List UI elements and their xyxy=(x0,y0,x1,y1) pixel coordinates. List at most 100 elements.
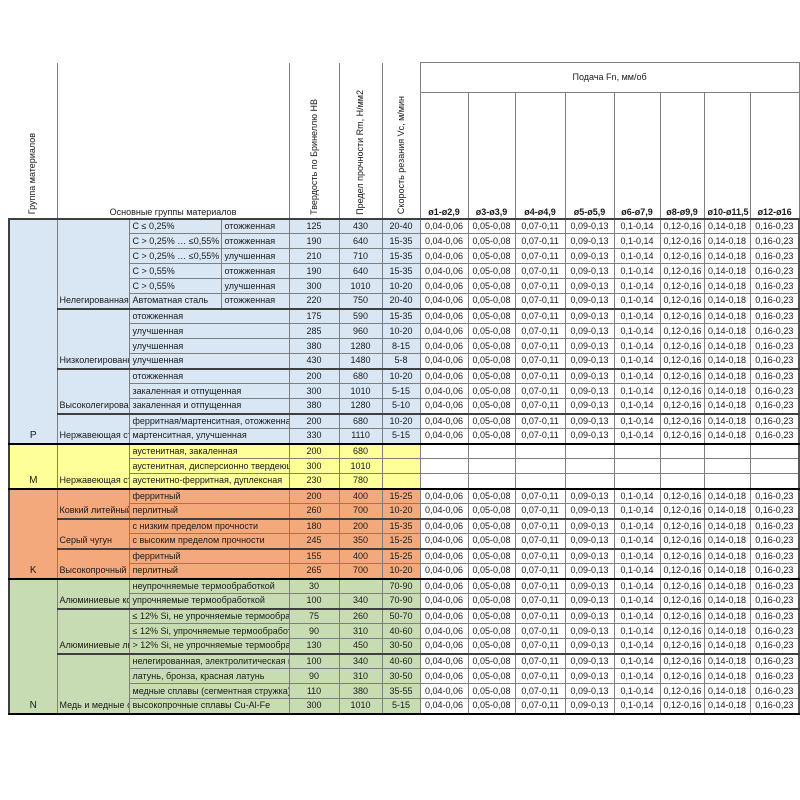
feed-cell: 0,16-0,23 xyxy=(749,308,800,324)
feed-cell: 0,07-0,11 xyxy=(514,668,566,684)
feed-cell: 0,04-0,06 xyxy=(419,218,469,234)
table-row: Нержавеющая стальферритная/мартенситная,… xyxy=(9,413,800,445)
subgroup-cell: улучшенная xyxy=(128,323,290,339)
feed-cell: 0,05-0,08 xyxy=(467,233,516,249)
rm-cell: 350 xyxy=(338,533,383,550)
feed-cell: 0,04-0,06 xyxy=(419,368,469,384)
hb-cell: 110 xyxy=(288,683,340,699)
feed-cell: 0,16-0,23 xyxy=(749,353,800,370)
feed-cell xyxy=(419,473,469,490)
group-cell: Нержавеющая сталь xyxy=(56,443,130,490)
feed-cell: 0,05-0,08 xyxy=(467,353,516,370)
feed-cell: 0,1-0,14 xyxy=(613,338,661,354)
feed-cell: 0,12-0,16 xyxy=(659,293,705,310)
vc-cell: 50-70 xyxy=(381,608,421,624)
feed-cell: 0,07-0,11 xyxy=(514,698,566,715)
rm-cell: 310 xyxy=(338,668,383,684)
feed-cell: 0,09-0,13 xyxy=(564,638,615,655)
feed-cell: 0,12-0,16 xyxy=(659,263,705,279)
feed-cell: 0,04-0,06 xyxy=(419,338,469,354)
table-row: C > 0,25% … ≤0,55% улучшенная 210 710 15-35 0… xyxy=(9,248,800,264)
feed-cell: 0,04-0,06 xyxy=(419,248,469,264)
group-cell: Алюминиевые кованые сплавы xyxy=(56,578,130,610)
table-row: с высоким пределом прочности 245 350 15-25 0… xyxy=(9,533,800,550)
vc-cell xyxy=(381,443,421,459)
table-row: мартенситная, улучшенная 330 1110 5-15 0,04-… xyxy=(9,428,800,445)
feed-cell: 0,09-0,13 xyxy=(564,428,615,445)
rm-cell: 1280 xyxy=(338,338,383,354)
table-row: Высоколегированная стальотожженная200680… xyxy=(9,368,800,415)
hb-cell: 200 xyxy=(288,368,340,384)
subgroup-cell: упрочняемые термообработкой xyxy=(128,593,290,610)
feed-cell: 0,14-0,18 xyxy=(703,533,751,550)
feed-cell: 0,04-0,06 xyxy=(419,623,469,639)
feed-cell: 0,16-0,23 xyxy=(749,653,800,669)
vc-cell: 15-25 xyxy=(381,548,421,564)
feed-cell: 0,07-0,11 xyxy=(514,578,566,594)
feed-cell: 0,07-0,11 xyxy=(514,533,566,550)
feed-cell: 0,12-0,16 xyxy=(659,353,705,370)
hb-cell: 30 xyxy=(288,578,340,594)
rm-cell: 200 xyxy=(338,518,383,534)
hb-cell: 90 xyxy=(288,668,340,684)
feed-cell: 0,05-0,08 xyxy=(467,428,516,445)
feed-cell: 0,05-0,08 xyxy=(467,368,516,384)
feed-cell: 0,04-0,06 xyxy=(419,488,469,504)
state-cell: отожженная xyxy=(220,293,290,310)
subgroup-cell: ферритный xyxy=(128,548,290,564)
feed-cell xyxy=(419,443,469,459)
hb-cell: 90 xyxy=(288,623,340,639)
vc-cell: 15-35 xyxy=(381,308,421,324)
feed-cell: 0,14-0,18 xyxy=(703,428,751,445)
group-cell: Низколегированная сталь xyxy=(56,308,130,370)
table-row: Низколегированная стальотожженная1755901… xyxy=(9,308,800,370)
hb-cell: 75 xyxy=(288,608,340,624)
feed-cell: 0,14-0,18 xyxy=(703,578,751,594)
vc-cell: 10-20 xyxy=(381,503,421,520)
table-row: перлитный 265 700 10-20 0,04-0,06 0,05-0,08 0,… xyxy=(9,563,800,580)
rm-cell: 1280 xyxy=(338,398,383,415)
header-diameter-3: ø4-ø4,9 xyxy=(514,92,566,220)
feed-cell: 0,1-0,14 xyxy=(613,383,661,399)
vc-cell: 30-50 xyxy=(381,638,421,655)
feed-cell: 0,1-0,14 xyxy=(613,278,661,294)
feed-cell: 0,09-0,13 xyxy=(564,218,615,234)
feed-cell xyxy=(514,443,566,459)
feed-cell: 0,07-0,11 xyxy=(514,293,566,310)
feed-cell: 0,07-0,11 xyxy=(514,218,566,234)
feed-cell: 0,04-0,06 xyxy=(419,428,469,445)
subgroup-cell: с высоким пределом прочности xyxy=(128,533,290,550)
feed-cell xyxy=(703,473,751,490)
feed-cell: 0,09-0,13 xyxy=(564,518,615,534)
feed-cell: 0,07-0,11 xyxy=(514,623,566,639)
feed-cell: 0,14-0,18 xyxy=(703,698,751,715)
subgroup-cell: Автоматная сталь xyxy=(128,293,222,310)
feed-cell: 0,07-0,11 xyxy=(514,353,566,370)
state-cell: улучшенная xyxy=(220,278,290,294)
feed-cell: 0,12-0,16 xyxy=(659,503,705,520)
feed-cell: 0,16-0,23 xyxy=(749,608,800,624)
table-row: высокопрочные сплавы Cu-Al-Fe 300 1010 5-15… xyxy=(9,698,800,715)
feed-cell: 0,1-0,14 xyxy=(613,308,661,324)
subgroup-cell: улучшенная xyxy=(128,338,290,354)
vc-cell: 15-35 xyxy=(381,248,421,264)
subgroup-cell: латунь, бронза, красная латунь xyxy=(128,668,290,684)
feed-cell: 0,04-0,06 xyxy=(419,683,469,699)
feed-cell: 0,1-0,14 xyxy=(613,428,661,445)
vc-cell: 10-20 xyxy=(381,368,421,384)
feed-cell: 0,1-0,14 xyxy=(613,398,661,415)
feed-cell: 0,05-0,08 xyxy=(467,623,516,639)
subgroup-cell: отожженная xyxy=(128,368,290,384)
feed-cell: 0,12-0,16 xyxy=(659,338,705,354)
feed-cell: 0,05-0,08 xyxy=(467,533,516,550)
feed-cell: 0,12-0,16 xyxy=(659,623,705,639)
table-row: улучшенная 380 1280 8-15 0,04-0,06 0,05-0,08 0… xyxy=(9,338,800,354)
rm-cell: 1110 xyxy=(338,428,383,445)
subgroup-cell: улучшенная xyxy=(128,353,290,370)
feed-cell: 0,07-0,11 xyxy=(514,248,566,264)
table-row: аустенитная, дисперсионно твердеющая 300 1… xyxy=(9,458,800,474)
feed-cell: 0,05-0,08 xyxy=(467,293,516,310)
